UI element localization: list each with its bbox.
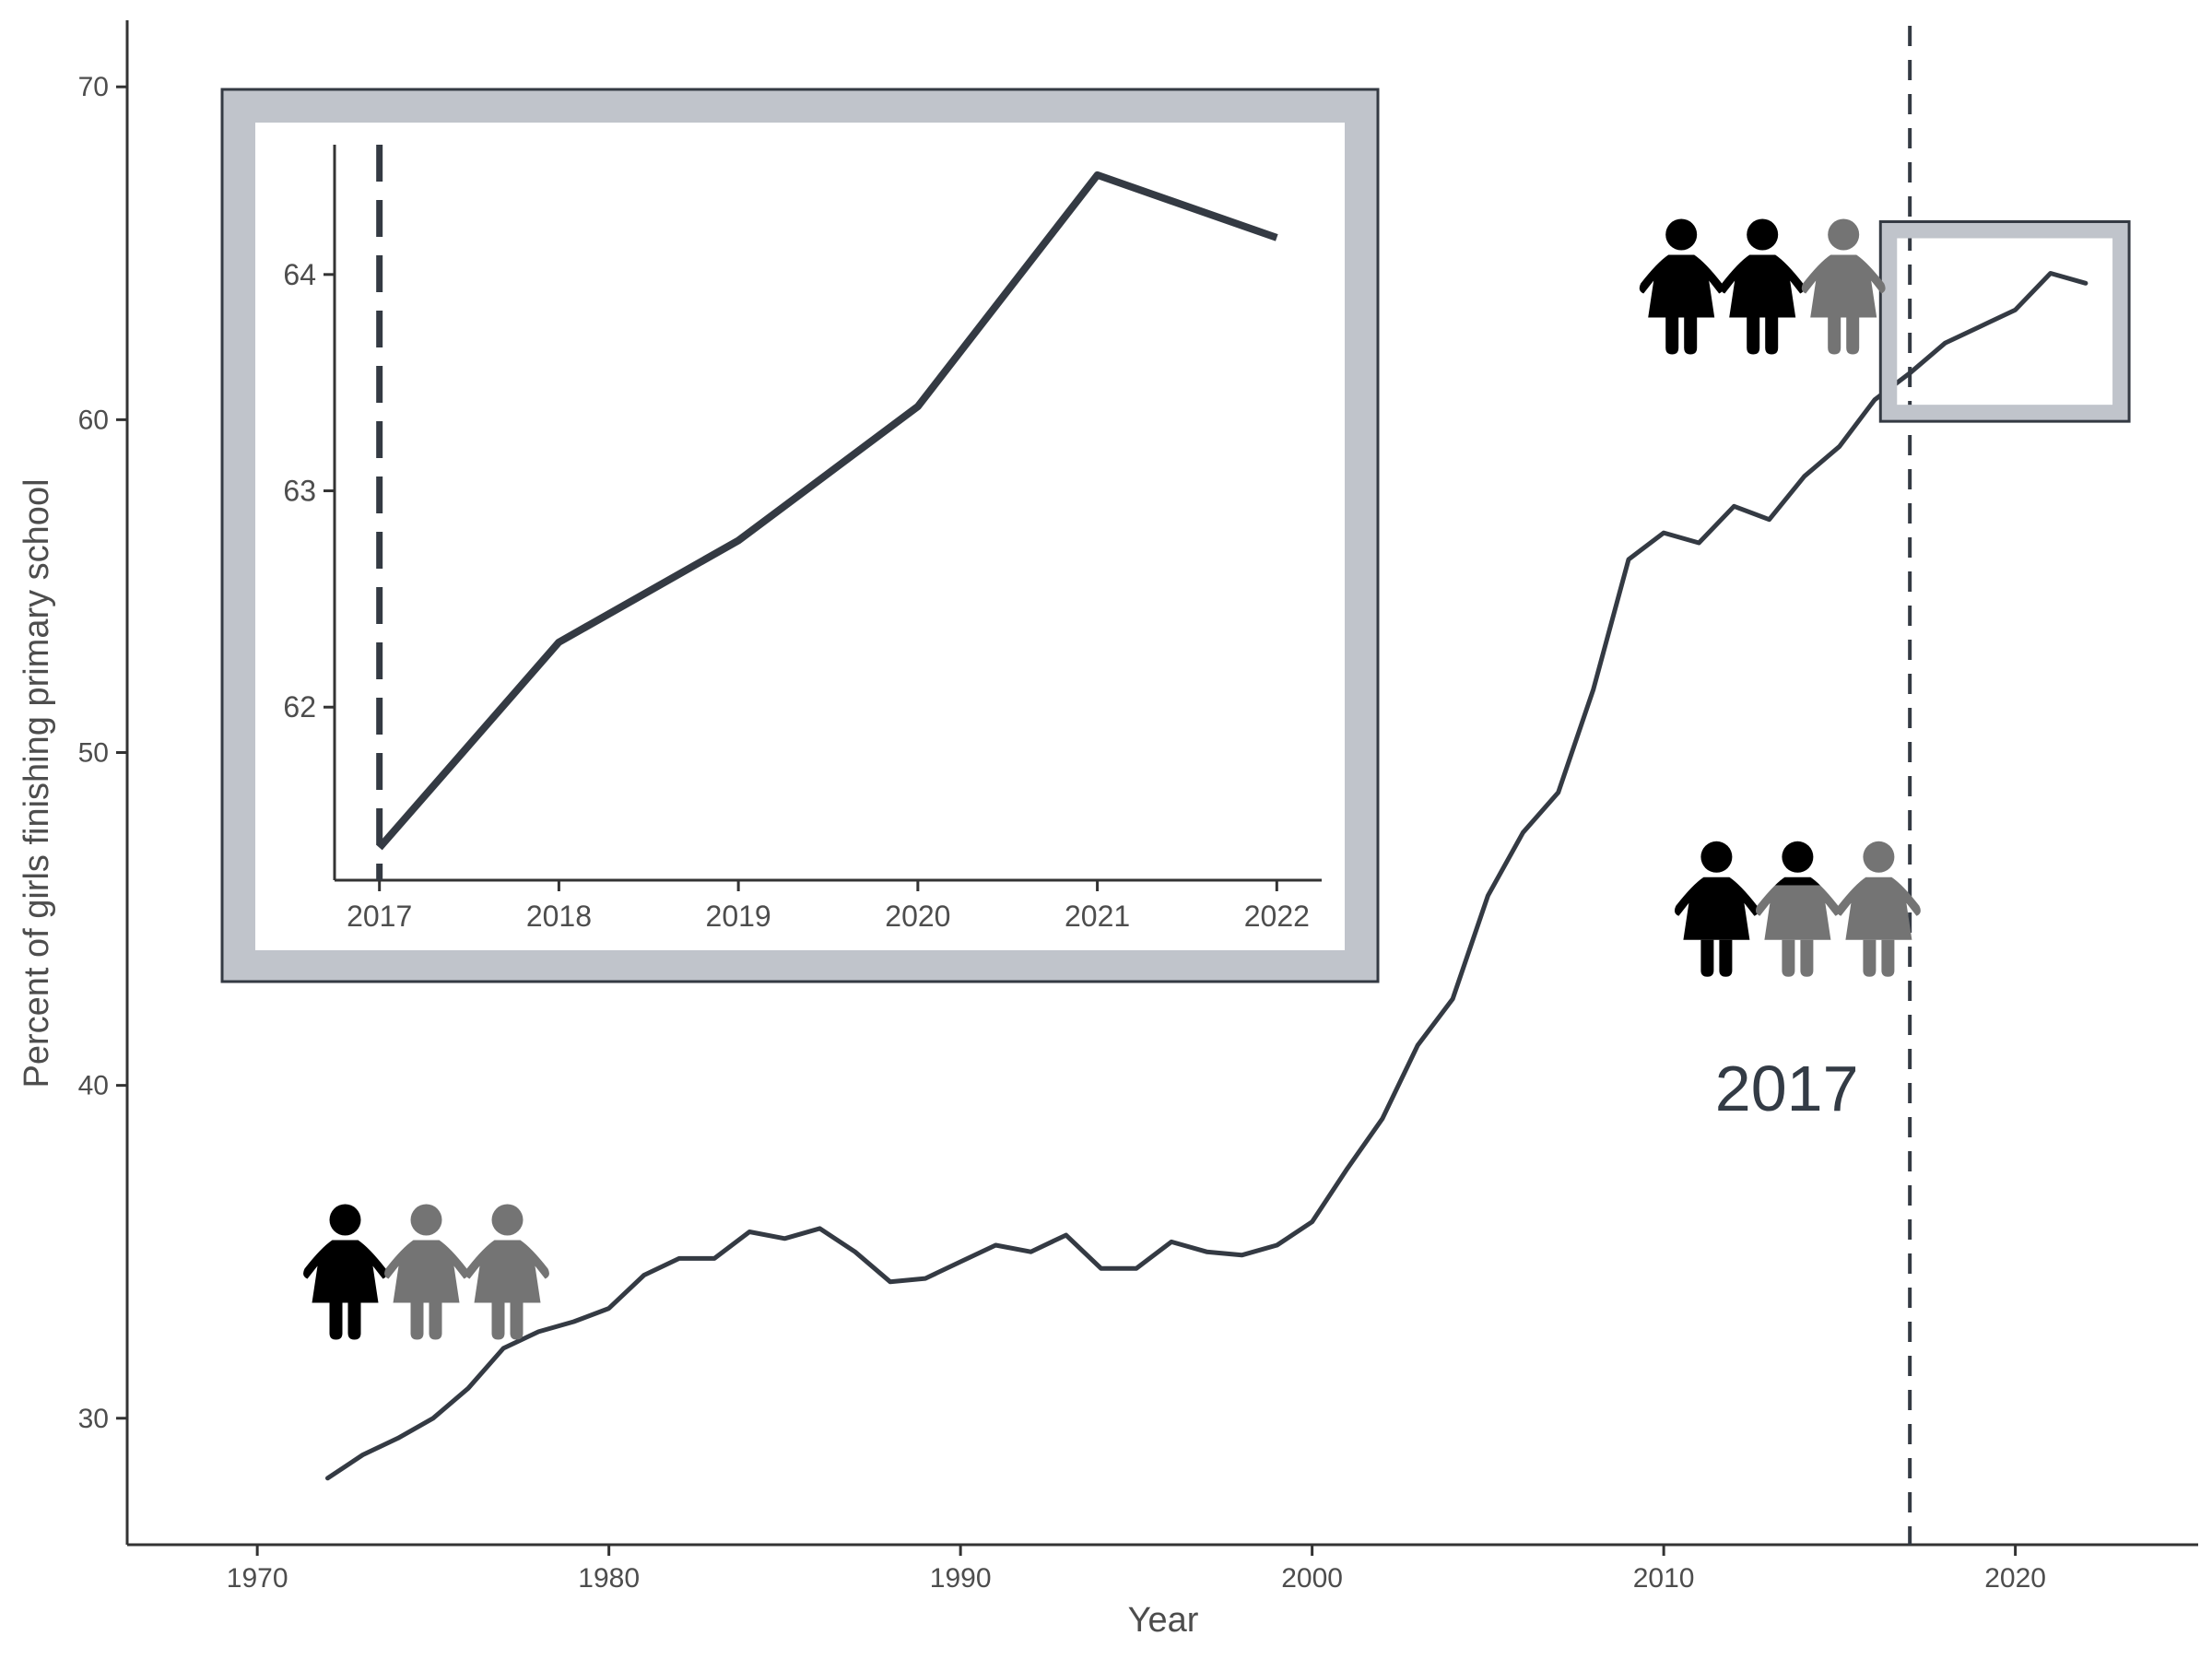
pictogram-group-1 bbox=[303, 1204, 549, 1340]
y-axis-title: Percent of girls finishing primary schoo… bbox=[18, 478, 56, 1088]
y-tick-label-50: 50 bbox=[78, 737, 109, 768]
y-ticks: 30 40 50 60 70 bbox=[78, 72, 127, 1434]
inset-x-tick-label-2020: 2020 bbox=[885, 900, 950, 933]
inset-background bbox=[255, 123, 1345, 950]
pictograms bbox=[303, 218, 1921, 1340]
y-tick-label-70: 70 bbox=[78, 72, 109, 102]
person-icon bbox=[1801, 218, 1886, 355]
pictogram-group-3 bbox=[1639, 218, 1886, 355]
inset-y-tick-label-63: 63 bbox=[283, 475, 316, 508]
x-tick-label-2020: 2020 bbox=[1984, 1563, 2046, 1594]
zoom-box-group bbox=[1878, 220, 2131, 423]
inset-x-tick-label-2022: 2022 bbox=[1244, 900, 1310, 933]
x-tick-label-1990: 1990 bbox=[930, 1563, 992, 1594]
inset-x-tick-label-2017: 2017 bbox=[347, 900, 412, 933]
person-icon bbox=[1836, 841, 1921, 977]
x-tick-label-1970: 1970 bbox=[227, 1563, 288, 1594]
x-tick-label-2010: 2010 bbox=[1633, 1563, 1695, 1594]
annotation-2017: 2017 bbox=[1715, 1053, 1859, 1124]
inset-panel: 2017 2018 2019 2020 2021 2022 62 63 64 bbox=[220, 88, 1380, 983]
y-tick-label-60: 60 bbox=[78, 405, 109, 435]
zoom-box-border bbox=[1878, 220, 2131, 423]
inset-y-tick-label-64: 64 bbox=[283, 258, 316, 291]
pictogram-group-2 bbox=[1674, 841, 1921, 977]
person-icon bbox=[1674, 841, 1759, 977]
inset-x-tick-label-2019: 2019 bbox=[706, 900, 771, 933]
inset-x-ticks: 2017 2018 2019 2020 2021 2022 bbox=[347, 880, 1310, 933]
person-icon bbox=[465, 1204, 549, 1340]
inset-y-ticks: 62 63 64 bbox=[283, 258, 335, 724]
person-icon bbox=[1720, 218, 1805, 355]
zoom-box-outer bbox=[1880, 221, 2130, 422]
inset-y-tick-label-62: 62 bbox=[283, 690, 316, 724]
main-series-group bbox=[325, 271, 2088, 1481]
main-series-line bbox=[325, 271, 2088, 1481]
x-tick-label-2000: 2000 bbox=[1281, 1563, 1343, 1594]
person-icon bbox=[1639, 218, 1724, 355]
x-ticks: 1970 1980 1990 2000 2010 2020 bbox=[227, 1545, 2046, 1594]
inset-x-tick-label-2021: 2021 bbox=[1065, 900, 1130, 933]
person-icon bbox=[303, 1204, 387, 1340]
inset-x-tick-label-2018: 2018 bbox=[526, 900, 592, 933]
inset-series-line bbox=[376, 171, 1278, 851]
person-icon bbox=[384, 1204, 468, 1340]
person-icon bbox=[1755, 841, 1840, 977]
main-plot: 1970 1980 1990 2000 2010 2020 30 40 50 60 70 2017… bbox=[18, 20, 2198, 1640]
y-tick-label-30: 30 bbox=[78, 1404, 109, 1434]
inset-series-group bbox=[376, 145, 1278, 880]
y-tick-label-40: 40 bbox=[78, 1071, 109, 1101]
x-tick-label-1980: 1980 bbox=[578, 1563, 640, 1594]
x-axis-title: Year bbox=[1128, 1601, 1199, 1640]
